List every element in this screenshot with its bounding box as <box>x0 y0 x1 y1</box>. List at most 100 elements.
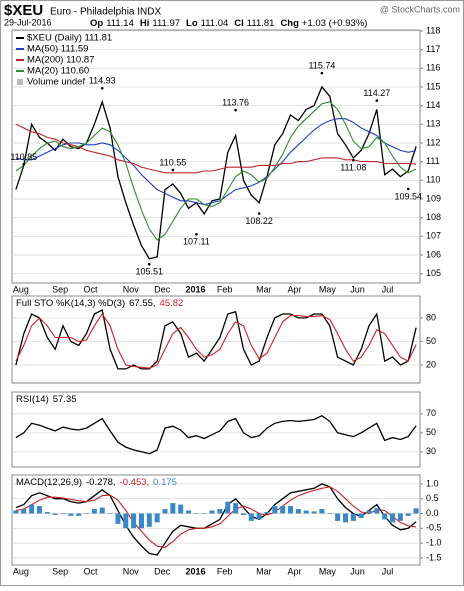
annotation-point <box>22 163 26 166</box>
x-tick-label: Mar <box>256 566 272 576</box>
y-tick-label: 30 <box>426 446 436 456</box>
histogram-bar <box>311 511 317 514</box>
annotation: 105.51 <box>136 267 164 277</box>
date: 29-Jul-2016 <box>4 17 52 27</box>
y-tick-label: 1.0 <box>426 478 439 488</box>
x-tick-label: Nov <box>123 284 140 294</box>
y-tick-label: 113 <box>426 119 440 129</box>
annotation: 109.54 <box>394 191 422 201</box>
histogram-bar <box>342 513 348 523</box>
x-tick-label: 2016 <box>186 284 206 294</box>
annotation-point <box>234 108 237 112</box>
annotation: 110.85 <box>10 152 37 162</box>
quote: Op 111.14 Hi 111.97 Lo 111.04 Cl 111.81 Chg +1.03… <box>90 18 367 29</box>
annotation: 115.74 <box>308 61 335 71</box>
quote-label: Cl <box>234 18 244 29</box>
y-tick-label: 112 <box>426 137 440 147</box>
histogram-bar <box>91 509 97 514</box>
histogram-bar <box>52 513 58 515</box>
histogram-bar <box>256 513 262 520</box>
histogram-bar <box>272 506 278 514</box>
x-tick-label: Aug <box>13 566 29 576</box>
histogram-bar <box>248 513 254 521</box>
y-tick-label: 117 <box>426 44 440 54</box>
panel <box>11 474 421 566</box>
annotation: 108.22 <box>245 216 273 226</box>
histogram-bar <box>382 513 388 520</box>
y-tick-label: 0.0 <box>426 508 439 518</box>
x-tick-label: Sep <box>52 566 68 576</box>
quote-value: +1.03 (+0.93%) <box>302 18 368 29</box>
histogram-bar <box>186 510 192 514</box>
source: @ StockCharts.com <box>380 4 460 14</box>
series-line <box>15 414 417 455</box>
series-line <box>15 101 417 241</box>
legend-label: -0.278, <box>86 477 116 488</box>
histogram-bar <box>138 513 144 529</box>
annotation: 110.55 <box>159 157 186 167</box>
legend-label: MA(20) 110.60 <box>27 66 89 77</box>
legend-label: MA(50) 111.59 <box>27 44 88 55</box>
y-tick-label: 0.5 <box>426 493 439 503</box>
series-line <box>15 123 417 174</box>
legend-label: 57.35 <box>53 394 77 405</box>
series-line <box>15 483 417 556</box>
quote-label: Op <box>90 18 103 29</box>
x-tick-label: Apr <box>288 566 302 576</box>
histogram-bar <box>233 503 239 514</box>
y-tick-label: 106 <box>426 249 441 259</box>
histogram-bar <box>264 512 270 514</box>
series-line <box>15 313 417 369</box>
legend-label: $XEU (Daily) 111.81 <box>27 33 112 44</box>
x-tick-label: May <box>319 284 337 294</box>
annotation-point <box>406 187 410 191</box>
quote-value: 111.81 <box>247 18 275 29</box>
quote-label: Lo <box>186 18 198 29</box>
annotation-point <box>375 99 379 102</box>
histogram-bar <box>13 510 19 514</box>
y-tick-label: -1.5 <box>426 552 442 562</box>
chart-subtitle: Euro - Philadelphia INDX <box>50 7 161 18</box>
quote-label: Chg <box>280 18 299 29</box>
histogram-bar <box>217 509 223 514</box>
y-tick-label: 105 <box>426 268 441 278</box>
histogram-bar <box>350 513 356 521</box>
annotation-point <box>171 168 175 172</box>
histogram-bar <box>178 504 184 514</box>
annotation: 114.93 <box>89 76 116 86</box>
histogram-bar <box>240 513 246 515</box>
x-tick-label: Jun <box>350 566 365 576</box>
histogram-bar <box>193 513 199 514</box>
histogram-bar <box>76 513 82 516</box>
y-tick-label: 116 <box>426 63 440 73</box>
histogram-bar <box>374 508 380 514</box>
y-tick-label: 111 <box>426 156 440 166</box>
histogram-bar <box>366 510 372 514</box>
histogram-bar <box>201 513 207 514</box>
histogram-bar <box>99 507 105 514</box>
series-line <box>15 309 417 370</box>
annotation: 111.08 <box>340 163 366 173</box>
annotation: 113.76 <box>222 97 249 107</box>
y-tick-label: 118 <box>426 25 440 35</box>
panel-title: MACD(12,26,9) -0.278, -0.453, 0.175 <box>16 477 177 488</box>
x-tick-label: Mar <box>256 284 272 294</box>
histogram-bar <box>390 513 396 523</box>
series-line <box>15 486 417 549</box>
chart-title: $XEU <box>4 2 43 19</box>
y-tick-label: 107 <box>426 231 441 241</box>
histogram-bar <box>146 513 152 527</box>
y-tick-label: 108 <box>426 212 441 222</box>
histogram-bar <box>131 513 137 529</box>
histogram-bar <box>29 504 35 514</box>
legend-label: MA(200) 110.87 <box>27 55 94 66</box>
legend-label: 67.55, <box>129 298 155 309</box>
histogram-bar <box>170 503 176 514</box>
x-tick-label: Dec <box>154 566 171 576</box>
x-tick-label: Dec <box>154 284 171 294</box>
histogram-bar <box>162 509 168 514</box>
legend-label: 0.175 <box>153 477 177 488</box>
panel-title-text: RSI(14) <box>16 394 49 405</box>
x-tick-label: Sep <box>52 284 68 294</box>
